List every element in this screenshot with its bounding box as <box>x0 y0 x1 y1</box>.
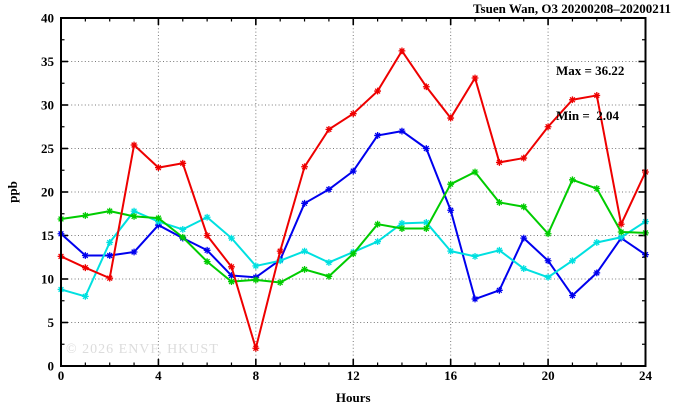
svg-text:20: 20 <box>41 185 54 200</box>
svg-text:10: 10 <box>41 272 54 287</box>
svg-text:15: 15 <box>41 228 55 243</box>
x-tick-labels: 0 4 8 12 16 20 24 <box>58 368 653 383</box>
svg-text:30: 30 <box>41 98 54 113</box>
svg-text:4: 4 <box>155 368 162 383</box>
svg-text:16: 16 <box>444 368 458 383</box>
stats-annotation: Max = 36.22 Min = 2.04 <box>556 33 624 153</box>
svg-text:40: 40 <box>41 11 54 26</box>
series-blue-markers <box>57 127 649 303</box>
svg-text:0: 0 <box>48 359 55 374</box>
y-tick-labels: 0 5 10 15 20 25 30 35 40 <box>41 11 55 374</box>
svg-text:0: 0 <box>58 368 65 383</box>
svg-text:20: 20 <box>542 368 555 383</box>
min-value-label: Min = 2.04 <box>556 108 620 123</box>
plot-border <box>60 17 647 367</box>
svg-text:25: 25 <box>41 141 55 156</box>
series-blue-line <box>57 127 649 303</box>
svg-text:8: 8 <box>253 368 260 383</box>
watermark: © 2026 ENVF, HKUST <box>66 342 219 357</box>
svg-text:5: 5 <box>48 315 55 330</box>
svg-text:24: 24 <box>639 368 653 383</box>
svg-text:12: 12 <box>347 368 360 383</box>
chart-title: Tsuen Wan, O3 20200208–20200211 <box>473 1 671 16</box>
max-value-label: Max = 36.22 <box>556 63 625 78</box>
y-axis-label: ppb <box>5 181 20 203</box>
svg-text:35: 35 <box>41 54 55 69</box>
x-axis-label: Hours <box>336 390 371 405</box>
